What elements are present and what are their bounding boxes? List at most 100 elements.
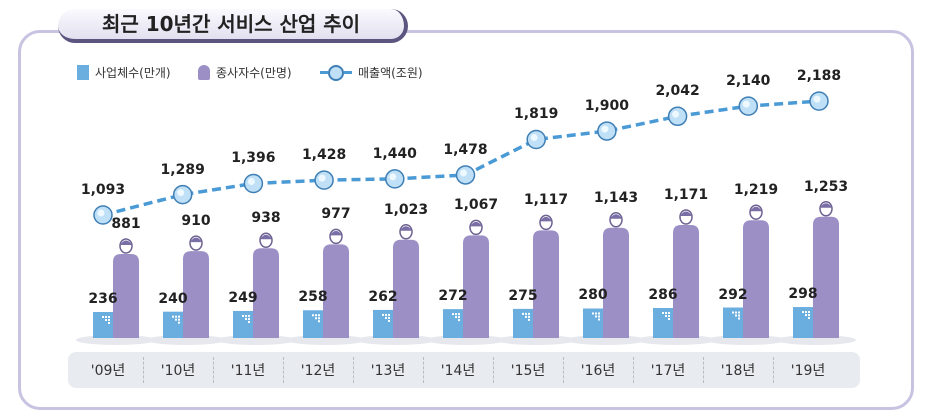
data-label-workers: 1,023 xyxy=(383,201,429,218)
divider xyxy=(423,357,424,383)
point-highlight xyxy=(247,177,255,185)
data-label-sales: 1,428 xyxy=(301,147,347,164)
data-label-business: 272 xyxy=(438,288,468,305)
data-label-business: 240 xyxy=(158,290,188,307)
data-label-sales: 1,093 xyxy=(80,182,126,198)
bar-workers xyxy=(673,209,699,338)
data-label-sales: 1,289 xyxy=(160,161,205,178)
x-tick-label: '10년 xyxy=(160,363,196,379)
bar-workers xyxy=(463,219,489,338)
divider xyxy=(213,357,214,383)
chart-title: 최근 10년간 서비스 산업 추이 xyxy=(58,9,408,43)
data-label-workers: 1,253 xyxy=(803,178,849,195)
x-tick-label: '19년 xyxy=(790,363,826,379)
data-label-workers: 977 xyxy=(321,206,351,223)
bar-workers xyxy=(183,235,209,338)
data-label-business: 275 xyxy=(508,287,538,304)
bar-workers xyxy=(813,201,839,338)
divider xyxy=(633,357,634,383)
data-label-sales: 1,478 xyxy=(443,141,488,158)
legend-workers: 종사자수(만명) xyxy=(198,64,292,81)
data-label-sales: 1,396 xyxy=(231,150,276,167)
bar-business xyxy=(93,312,113,338)
point-highlight xyxy=(97,209,105,217)
legend-label: 매출액(조원) xyxy=(358,66,423,80)
bar-workers xyxy=(743,204,769,338)
data-label-workers: 938 xyxy=(251,210,281,227)
data-label-sales: 1,819 xyxy=(514,106,559,123)
divider xyxy=(353,357,354,383)
point-highlight xyxy=(177,189,185,197)
bar-business xyxy=(793,307,813,338)
bar-workers xyxy=(603,212,629,338)
point-highlight xyxy=(742,100,750,108)
bar-business xyxy=(233,310,253,338)
data-label-sales: 1,440 xyxy=(372,145,417,162)
point-highlight xyxy=(389,173,397,181)
data-label-workers: 1,117 xyxy=(523,192,569,209)
bar-workers xyxy=(253,232,279,338)
data-label-workers: 1,143 xyxy=(593,189,639,206)
x-tick-label: '18년 xyxy=(720,363,756,379)
data-label-business: 249 xyxy=(228,289,258,306)
data-label-workers: 1,171 xyxy=(663,187,709,203)
divider xyxy=(283,357,284,383)
bar-workers xyxy=(113,238,139,338)
point-highlight xyxy=(601,125,609,133)
x-tick-label: '16년 xyxy=(580,363,616,379)
x-tick-label: '09년 xyxy=(90,363,126,379)
x-tick-label: '17년 xyxy=(650,363,686,379)
data-label-sales: 2,042 xyxy=(655,83,700,100)
bar-business xyxy=(443,309,463,338)
legend-label: 사업체수(만개) xyxy=(95,66,171,80)
data-label-business: 298 xyxy=(788,286,818,303)
chart-frame xyxy=(18,30,914,410)
divider xyxy=(143,357,144,383)
bar-business xyxy=(723,307,743,338)
building-icon xyxy=(77,65,89,80)
point-highlight xyxy=(460,169,467,177)
data-label-business: 292 xyxy=(718,286,748,303)
divider xyxy=(773,357,774,383)
data-label-workers: 910 xyxy=(181,213,211,230)
bar-workers xyxy=(323,228,349,338)
point-highlight xyxy=(318,174,326,182)
data-label-sales: 1,900 xyxy=(584,98,630,115)
legend-business: 사업체수(만개) xyxy=(77,64,171,81)
bar-business xyxy=(373,309,393,338)
x-tick-label: '14년 xyxy=(440,363,476,379)
data-label-business: 258 xyxy=(298,289,328,306)
x-axis-band xyxy=(68,352,860,388)
data-label-business: 262 xyxy=(368,288,398,305)
divider xyxy=(563,357,564,383)
data-label-business: 236 xyxy=(88,291,118,307)
person-icon xyxy=(198,65,210,80)
x-tick-label: '15년 xyxy=(510,363,546,379)
line-marker-icon xyxy=(320,64,352,81)
point-highlight xyxy=(813,95,821,103)
data-label-business: 280 xyxy=(578,287,608,304)
x-tick-label: '13년 xyxy=(370,363,406,379)
bar-business xyxy=(513,308,533,338)
x-tick-label: '11년 xyxy=(230,363,266,379)
bar-workers xyxy=(393,224,419,338)
bar-business xyxy=(163,311,183,338)
x-tick-label: '12년 xyxy=(300,363,336,379)
divider xyxy=(703,357,704,383)
data-label-workers: 881 xyxy=(111,216,141,232)
data-label-business: 286 xyxy=(648,287,678,303)
bar-workers xyxy=(533,214,559,338)
legend-sales: 매출액(조원) xyxy=(320,64,423,81)
legend-label: 종사자수(만명) xyxy=(216,66,292,80)
data-label-sales: 2,140 xyxy=(726,73,771,90)
point-highlight xyxy=(672,110,680,118)
data-label-sales: 2,188 xyxy=(796,68,842,85)
bar-business xyxy=(583,308,603,338)
data-label-workers: 1,219 xyxy=(733,182,779,199)
divider xyxy=(493,357,494,383)
bar-business xyxy=(653,308,673,338)
point-highlight xyxy=(530,133,538,141)
data-label-workers: 1,067 xyxy=(453,197,499,214)
